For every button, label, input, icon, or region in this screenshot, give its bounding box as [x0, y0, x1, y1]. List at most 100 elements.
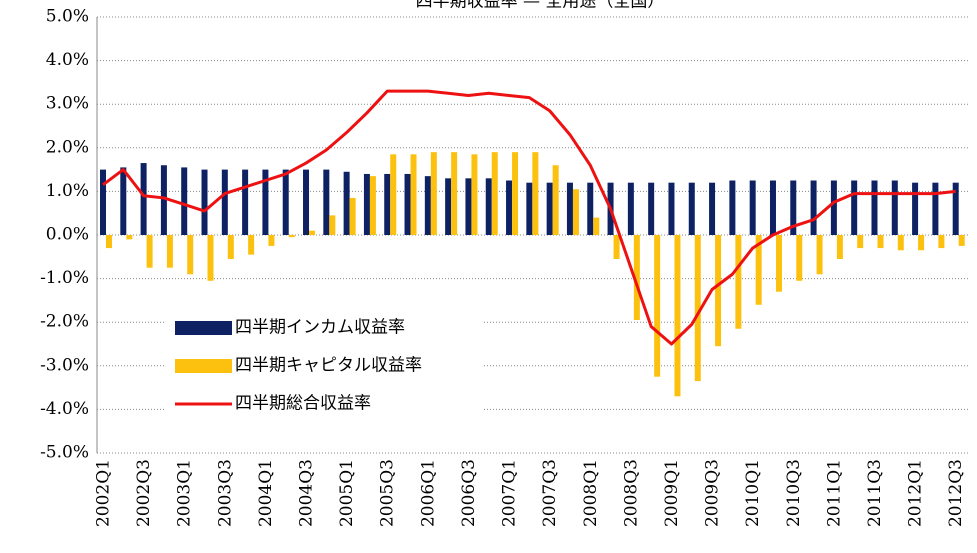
bar: [810, 180, 817, 235]
bar: [227, 235, 234, 259]
bar: [593, 217, 600, 235]
bar: [282, 169, 289, 235]
x-tick-label: 2011Q1: [824, 459, 844, 527]
bar: [871, 180, 878, 235]
bar: [166, 235, 173, 268]
bar: [343, 171, 350, 235]
bar: [506, 180, 513, 235]
bar: [587, 182, 594, 235]
bar: [912, 182, 919, 235]
bar: [248, 235, 255, 255]
bar: [668, 182, 675, 235]
bar: [363, 173, 370, 235]
x-tick-label: 2003Q3: [215, 459, 235, 527]
bar: [512, 152, 519, 235]
bar: [674, 235, 681, 397]
bar: [816, 235, 823, 275]
x-tick-label: 2007Q3: [540, 459, 560, 527]
bar: [958, 235, 965, 246]
bar: [268, 235, 275, 246]
bar: [633, 235, 640, 321]
bar: [404, 173, 411, 235]
bar: [526, 182, 533, 235]
line: [102, 89, 956, 346]
x-tick-label: 2006Q1: [418, 459, 438, 527]
bar: [451, 152, 458, 235]
bar: [106, 235, 112, 249]
bar: [465, 178, 472, 235]
bar: [891, 180, 898, 235]
bar: [288, 235, 295, 238]
bar: [471, 154, 478, 235]
bar: [424, 176, 431, 235]
bar: [769, 180, 776, 235]
legend-swatch: [175, 321, 232, 335]
bar: [160, 165, 167, 235]
x-tick-label: 2010Q3: [784, 459, 804, 527]
bar: [857, 235, 864, 249]
bar: [932, 182, 939, 235]
x-tick-label: 2007Q1: [500, 459, 520, 527]
x-tick-label: 2009Q1: [662, 459, 682, 527]
bar: [323, 169, 330, 235]
bar: [566, 182, 573, 235]
legend-swatch: [175, 359, 232, 373]
x-tick-label: 2006Q3: [459, 459, 479, 527]
bar: [918, 235, 925, 251]
bar: [445, 178, 452, 235]
legend-label: 四半期インカム収益率: [235, 318, 405, 338]
y-tick-label: -4.0%: [40, 399, 89, 419]
bar: [952, 182, 959, 235]
bar: [485, 178, 492, 235]
bar: [613, 235, 620, 259]
bar: [627, 182, 634, 235]
bar: [836, 235, 843, 259]
bar: [572, 189, 579, 235]
chart-title: 四半期収益率 — 全用途（全国）: [416, 0, 665, 12]
bar: [181, 167, 188, 235]
x-tick-label: 2002Q1: [94, 459, 114, 527]
bar: [694, 235, 701, 382]
x-tick-label: 2004Q1: [256, 459, 276, 527]
bar: [552, 165, 559, 235]
bar: [532, 152, 539, 235]
y-tick-label: -1.0%: [40, 268, 89, 288]
legend-label: 四半期総合収益率: [235, 394, 371, 414]
bar: [430, 152, 437, 235]
bar: [242, 169, 249, 235]
y-tick-label: 4.0%: [46, 50, 89, 70]
bar: [755, 235, 762, 305]
bar: [729, 180, 736, 235]
bar: [749, 180, 756, 235]
x-tick-label: 2005Q3: [378, 459, 398, 527]
bar: [790, 180, 797, 235]
y-tick-label: -2.0%: [40, 312, 89, 332]
bar: [329, 215, 336, 235]
bar: [648, 182, 655, 235]
bar: [390, 154, 397, 235]
y-tick-label: -3.0%: [40, 355, 89, 375]
x-tick-label: 2008Q1: [581, 459, 601, 527]
bar: [654, 235, 661, 377]
bar: [688, 182, 695, 235]
bar: [146, 235, 153, 268]
y-tick-label: 3.0%: [46, 94, 89, 114]
bar: [309, 230, 316, 235]
bar: [709, 182, 716, 235]
x-tick-label: 2008Q3: [621, 459, 641, 527]
x-tick-label: 2005Q1: [337, 459, 357, 527]
bar: [796, 235, 803, 281]
x-tick-label: 2004Q3: [297, 459, 317, 527]
bar: [410, 154, 417, 235]
bar: [100, 169, 106, 235]
x-tick-label: 2003Q1: [175, 459, 195, 527]
y-tick-label: 2.0%: [46, 137, 89, 157]
bar: [303, 169, 310, 235]
x-tick-label: 2002Q3: [134, 459, 154, 527]
bar: [775, 235, 782, 292]
x-tick-label: 2009Q3: [703, 459, 723, 527]
x-tick-label: 2012Q1: [906, 459, 926, 527]
bar: [221, 169, 228, 235]
